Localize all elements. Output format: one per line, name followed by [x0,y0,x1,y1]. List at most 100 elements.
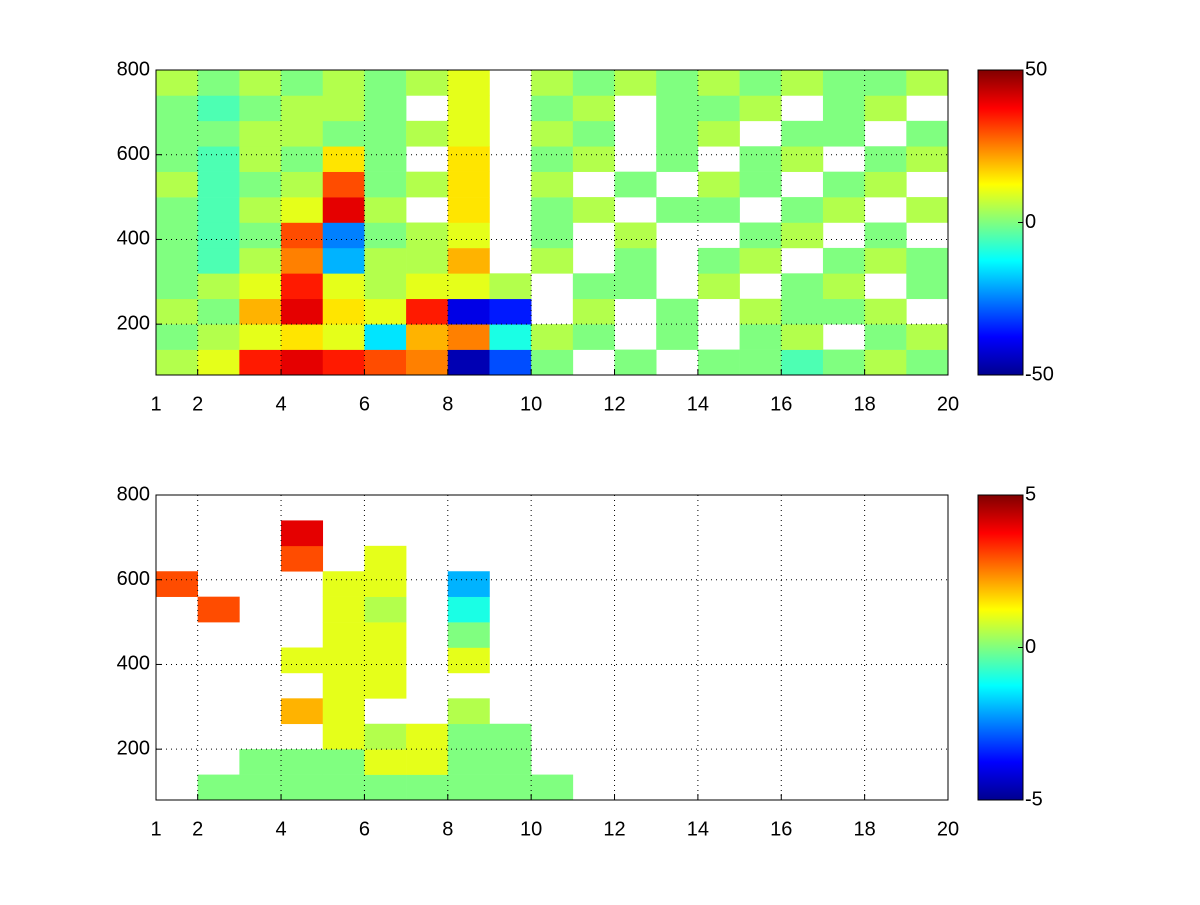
heatmap-cell [406,749,449,775]
heatmap-cell [906,120,949,147]
heatmap-cell [156,70,198,96]
heatmap-cell [197,120,240,147]
heatmap-cell [281,774,324,801]
heatmap-cell [739,70,782,96]
heatmap-cell [822,247,865,274]
x-tick-label: 1 [150,818,161,840]
heatmap-cell [197,70,240,96]
heatmap-cell [364,247,407,274]
heatmap-cell [822,197,865,223]
y-tick-label: 200 [117,737,150,759]
heatmap-cell [489,273,532,300]
heatmap-cell [281,324,324,350]
heatmap-cell [822,95,865,122]
heatmap-cell [781,324,824,350]
heatmap-cell [697,349,740,376]
heatmap-cell [156,171,198,198]
heatmap-cell [489,749,532,775]
heatmap-cell [447,95,490,122]
heatmap-cell [364,222,407,249]
heatmap-cell [322,698,365,725]
heatmap-cell [822,273,865,300]
heatmap-cell [281,647,324,674]
heatmap-cell [322,95,365,122]
heatmap-cell [739,298,782,325]
heatmap-cell [447,324,490,350]
plot-frame [155,69,949,376]
heatmap-cell [364,324,407,350]
heatmap-cell [697,70,740,96]
heatmap-cell [822,120,865,147]
colorbar [977,494,1024,801]
heatmap-cell [322,273,365,300]
heatmap-cell [614,349,657,376]
heatmap-cell [406,120,449,147]
heatmap-cell [864,222,907,249]
heatmap-cell [781,197,824,223]
heatmap-cell [364,622,407,648]
heatmap-cell [447,349,490,376]
heatmap-cell [906,70,949,96]
heatmap-cell [656,95,699,122]
heatmap-cell [197,222,240,249]
heatmap-cell [697,95,740,122]
heatmap-cell [447,647,490,674]
heatmap-cell [739,349,782,376]
heatmap-cell [781,70,824,96]
heatmap-cell [406,70,449,96]
heatmap-cell [739,146,782,172]
heatmap-cell [322,596,365,623]
heatmap-cell [906,349,949,376]
heatmap-cell [406,273,449,300]
heatmap-cell [864,70,907,96]
colorbar-tick-label: 0 [1025,636,1036,658]
heatmap-cell [447,774,490,801]
heatmap-cell [281,146,324,172]
heatmap-cell [822,298,865,325]
heatmap-cell [156,349,198,376]
heatmap-cell [447,171,490,198]
heatmap-cell [864,324,907,350]
heatmap-cell [531,247,574,274]
heatmap-cell [572,146,615,172]
x-tick-label: 18 [854,818,876,840]
heatmap-cell [281,273,324,300]
heatmap-cell [531,95,574,122]
heatmap-cell [447,749,490,775]
heatmap-cell [447,622,490,648]
heatmap-cell [281,247,324,274]
heatmap-cell [322,120,365,147]
x-tick-label: 10 [520,393,542,415]
heatmap-cell [156,571,198,597]
heatmap-cell [406,247,449,274]
heatmap-cell [239,349,282,376]
heatmap-cell [531,120,574,147]
heatmap-cell [489,324,532,350]
x-tick-label: 6 [359,818,370,840]
heatmap-cell [447,571,490,597]
heatmap-cell [447,70,490,96]
heatmap-cell [822,171,865,198]
x-tick-label: 4 [275,393,286,415]
heatmap-cell [364,120,407,147]
heatmap-cell [281,95,324,122]
heatmap-cell [656,70,699,96]
heatmap-cell [322,146,365,172]
heatmap-cell [489,774,532,801]
heatmap-cell [156,120,198,147]
heatmap-cell [322,672,365,699]
x-tick-label: 16 [770,818,792,840]
heatmap-cell [156,197,198,223]
heatmap-cell [364,723,407,750]
heatmap-cell [239,324,282,350]
heatmap-cell [156,273,198,300]
x-tick-label: 12 [603,818,625,840]
heatmap-cell [197,197,240,223]
heatmap-cell [364,95,407,122]
y-tick-label: 400 [117,228,150,250]
heatmap-cell [197,146,240,172]
heatmap-cell [364,298,407,325]
heatmap-cell [406,774,449,801]
heatmap-cell [447,273,490,300]
heatmap-cell [572,95,615,122]
